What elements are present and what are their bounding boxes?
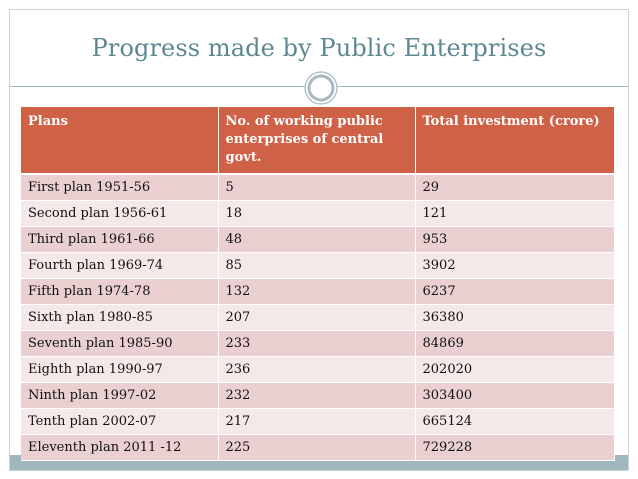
enterprises-cell: 207 [218, 304, 416, 331]
table-header-row: Plans No. of working public enterprises … [21, 107, 615, 175]
enterprises-cell: 132 [218, 278, 416, 305]
table-body: First plan 1951-56 5 29 Second plan 1956-61… [21, 174, 615, 461]
enterprises-cell: 233 [218, 330, 416, 357]
investment-cell: 3902 [415, 252, 615, 279]
plan-cell: Second plan 1956-61 [21, 200, 219, 227]
header-investment: Total investment (crore) [415, 107, 615, 175]
investment-cell: 665124 [415, 408, 615, 435]
enterprises-cell: 225 [218, 434, 416, 461]
table-row: Fifth plan 1974-78 132 6237 [21, 278, 615, 305]
slide-title: Progress made by Public Enterprises [91, 34, 547, 62]
header-plans: Plans [21, 107, 219, 175]
enterprises-cell: 5 [218, 174, 416, 201]
enterprises-cell: 232 [218, 382, 416, 409]
investment-cell: 953 [415, 226, 615, 253]
investment-cell: 29 [415, 174, 615, 201]
enterprises-cell: 236 [218, 356, 416, 383]
table-row: Eleventh plan 2011 -12 225 729228 [21, 434, 615, 461]
table-row: Seventh plan 1985-90 233 84869 [21, 330, 615, 357]
table-row: Second plan 1956-61 18 121 [21, 200, 615, 227]
plan-cell: Tenth plan 2002-07 [21, 408, 219, 435]
table-row: Fourth plan 1969-74 85 3902 [21, 252, 615, 279]
enterprises-cell: 18 [218, 200, 416, 227]
plan-cell: Seventh plan 1985-90 [21, 330, 219, 357]
table-row: Sixth plan 1980-85 207 36380 [21, 304, 615, 331]
investment-cell: 6237 [415, 278, 615, 305]
table-row: Eighth plan 1990-97 236 202020 [21, 356, 615, 383]
enterprises-cell: 217 [218, 408, 416, 435]
table-row: Third plan 1961-66 48 953 [21, 226, 615, 253]
investment-cell: 36380 [415, 304, 615, 331]
plan-cell: Ninth plan 1997-02 [21, 382, 219, 409]
plan-cell: Eleventh plan 2011 -12 [21, 434, 219, 461]
plan-cell: First plan 1951-56 [21, 174, 219, 201]
plan-cell: Fifth plan 1974-78 [21, 278, 219, 305]
investment-cell: 729228 [415, 434, 615, 461]
enterprises-cell: 48 [218, 226, 416, 253]
table-row: Tenth plan 2002-07 217 665124 [21, 408, 615, 435]
investment-cell: 202020 [415, 356, 615, 383]
plans-table-container: Plans No. of working public enterprises … [21, 107, 615, 461]
table-row: First plan 1951-56 5 29 [21, 174, 615, 201]
investment-cell: 303400 [415, 382, 615, 409]
plans-table: Plans No. of working public enterprises … [21, 107, 615, 461]
circle-ornament-icon [304, 71, 338, 105]
investment-cell: 121 [415, 200, 615, 227]
plan-cell: Sixth plan 1980-85 [21, 304, 219, 331]
table-row: Ninth plan 1997-02 232 303400 [21, 382, 615, 409]
investment-cell: 84869 [415, 330, 615, 357]
plan-cell: Eighth plan 1990-97 [21, 356, 219, 383]
plan-cell: Fourth plan 1969-74 [21, 252, 219, 279]
plan-cell: Third plan 1961-66 [21, 226, 219, 253]
enterprises-cell: 85 [218, 252, 416, 279]
header-enterprises: No. of working public enterprises of cen… [218, 107, 416, 175]
